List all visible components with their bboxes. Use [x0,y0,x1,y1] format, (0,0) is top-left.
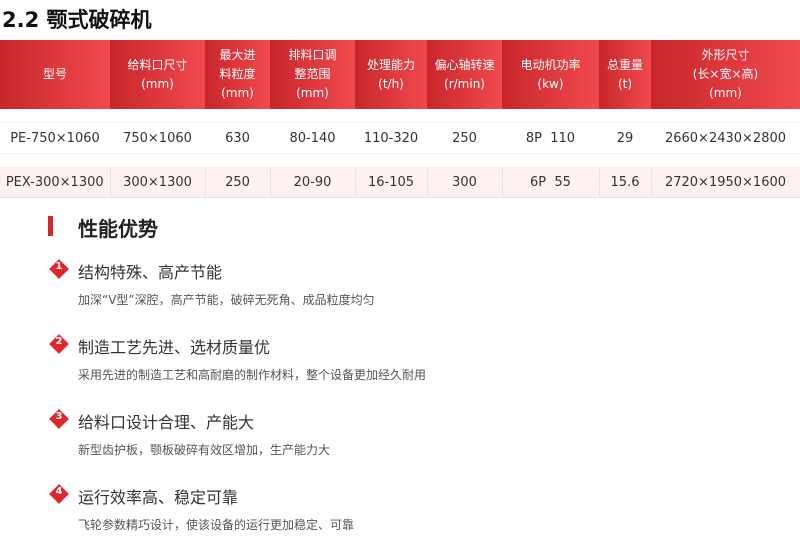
column-header: 给料口尺寸 (mm) [110,40,205,109]
column-header: 电动机功率 (kw) [502,40,599,109]
table-row: PE-750×1060 750×1060 630 80-140 110-320 250 8P… [0,122,800,154]
feature-number: 1 [55,261,63,272]
table-cell: 110-320 [355,122,427,154]
section-heading: 性能优势 [78,217,158,241]
feature-title: 结构特殊、高产节能 [78,263,223,282]
feature-description: 加深“V型”深腔，高产节能，破碎无死角、成品粒度均匀 [78,293,375,307]
feature-title: 运行效率高、稳定可靠 [78,488,239,507]
feature-description: 飞轮参数精巧设计，使该设备的运行更加稳定、可靠 [78,518,355,532]
table-cell: PE-750×1060 [0,122,110,154]
table-cell: 8P 110 [502,122,599,154]
feature-description: 采用先进的制造工艺和高耐磨的制作材料，整个设备更加经久耐用 [78,368,427,382]
table-cell: 80-140 [270,122,355,154]
feature-title: 给料口设计合理、产能大 [78,413,255,432]
table-cell: 630 [205,122,270,154]
column-header: 总重量 (t) [599,40,651,109]
page-title: 2.2 颚式破碎机 [2,8,152,32]
table-cell: 300 [427,167,503,198]
table-row: PEX-300×1300 300×1300 250 20-90 16-105 300 6P … [0,167,800,198]
table-cell: PEX-300×1300 [0,167,111,198]
table-cell: 16-105 [355,167,428,198]
table-cell: 29 [599,122,651,154]
table-cell: 2720×1950×1600 [651,167,800,198]
feature-title: 制造工艺先进、选材质量优 [78,338,271,357]
table-cell: 15.6 [599,167,652,198]
feature-number: 3 [55,411,63,422]
table-cell: 300×1300 [110,167,206,198]
table-cell: 20-90 [270,167,356,198]
table-cell: 2660×2430×2800 [651,122,800,154]
column-header: 最大进 料粒度 (mm) [205,40,270,109]
feature-description: 新型齿护板，颚板破碎有效区增加，生产能力大 [78,443,331,457]
specs-table: 型号 给料口尺寸 (mm) 最大进 料粒度 (mm) 排料口调 整范围 (mm) 处理能… [0,40,800,198]
table-cell: 750×1060 [110,122,205,154]
column-header: 偏心轴转速 (r/min) [427,40,502,109]
feature-number: 4 [55,486,63,497]
column-header: 处理能力 (t/h) [355,40,427,109]
table-cell: 250 [205,167,271,198]
section-accent-bar [48,216,53,236]
table-cell: 250 [427,122,502,154]
column-header: 外形尺寸 (长×宽×高) (mm) [651,40,800,109]
column-header: 排料口调 整范围 (mm) [270,40,355,109]
table-cell: 6P 55 [502,167,600,198]
column-header: 型号 [0,40,110,109]
feature-number: 2 [55,336,63,347]
